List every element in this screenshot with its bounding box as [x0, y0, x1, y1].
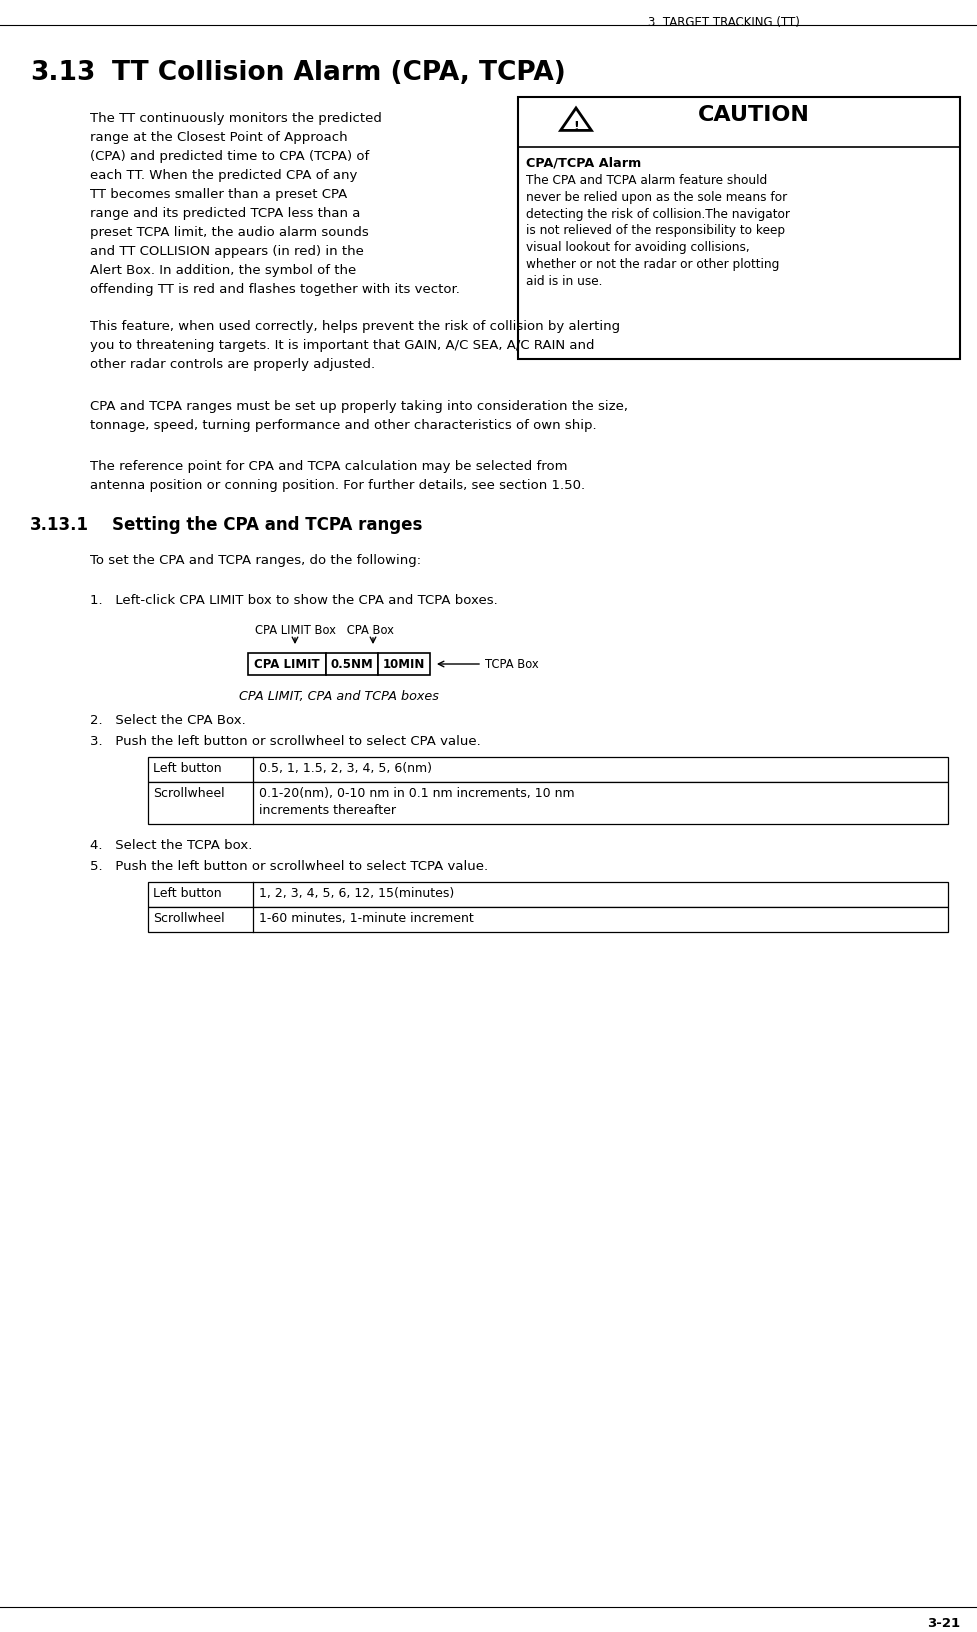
Text: detecting the risk of collision.The navigator: detecting the risk of collision.The navi… — [526, 207, 789, 220]
Text: 0.5, 1, 1.5, 2, 3, 4, 5, 6(nm): 0.5, 1, 1.5, 2, 3, 4, 5, 6(nm) — [259, 762, 432, 775]
Text: Left button: Left button — [152, 762, 222, 775]
Text: Scrollwheel: Scrollwheel — [152, 911, 225, 924]
Text: CPA and TCPA ranges must be set up properly taking into consideration the size,: CPA and TCPA ranges must be set up prope… — [90, 400, 627, 413]
Text: 3. TARGET TRACKING (TT): 3. TARGET TRACKING (TT) — [648, 16, 799, 29]
Text: 1-60 minutes, 1-minute increment: 1-60 minutes, 1-minute increment — [259, 911, 473, 924]
Text: visual lookout for avoiding collisions,: visual lookout for avoiding collisions, — [526, 242, 748, 255]
Text: and TT COLLISION appears (in red) in the: and TT COLLISION appears (in red) in the — [90, 245, 363, 258]
Text: 3.13.1: 3.13.1 — [30, 516, 89, 534]
Text: 3.13: 3.13 — [30, 60, 96, 86]
Text: To set the CPA and TCPA ranges, do the following:: To set the CPA and TCPA ranges, do the f… — [90, 553, 421, 566]
Text: each TT. When the predicted CPA of any: each TT. When the predicted CPA of any — [90, 168, 357, 181]
Text: 2.   Select the CPA Box.: 2. Select the CPA Box. — [90, 713, 245, 726]
Text: 3.   Push the left button or scrollwheel to select CPA value.: 3. Push the left button or scrollwheel t… — [90, 734, 481, 747]
Text: Alert Box. In addition, the symbol of the: Alert Box. In addition, the symbol of th… — [90, 264, 356, 277]
Text: 3-21: 3-21 — [926, 1616, 959, 1629]
FancyBboxPatch shape — [148, 782, 947, 824]
Text: 0.1-20(nm), 0-10 nm in 0.1 nm increments, 10 nm: 0.1-20(nm), 0-10 nm in 0.1 nm increments… — [259, 787, 574, 800]
Text: increments thereafter: increments thereafter — [259, 803, 396, 816]
FancyBboxPatch shape — [378, 653, 430, 676]
Text: TCPA Box: TCPA Box — [485, 658, 538, 671]
FancyBboxPatch shape — [148, 907, 947, 932]
Text: TT becomes smaller than a preset CPA: TT becomes smaller than a preset CPA — [90, 188, 347, 201]
Text: other radar controls are properly adjusted.: other radar controls are properly adjust… — [90, 357, 375, 370]
Text: aid is in use.: aid is in use. — [526, 274, 602, 287]
Text: TT Collision Alarm (CPA, TCPA): TT Collision Alarm (CPA, TCPA) — [112, 60, 565, 86]
FancyBboxPatch shape — [148, 757, 947, 782]
FancyBboxPatch shape — [325, 653, 378, 676]
Text: you to threatening targets. It is important that GAIN, A/C SEA, A/C RAIN and: you to threatening targets. It is import… — [90, 339, 594, 353]
Text: 1, 2, 3, 4, 5, 6, 12, 15(minutes): 1, 2, 3, 4, 5, 6, 12, 15(minutes) — [259, 886, 453, 899]
Text: The CPA and TCPA alarm feature should: The CPA and TCPA alarm feature should — [526, 175, 767, 188]
Text: 4.   Select the TCPA box.: 4. Select the TCPA box. — [90, 839, 252, 852]
Text: 0.5NM: 0.5NM — [330, 658, 373, 671]
Text: preset TCPA limit, the audio alarm sounds: preset TCPA limit, the audio alarm sound… — [90, 225, 368, 238]
Text: range and its predicted TCPA less than a: range and its predicted TCPA less than a — [90, 207, 360, 220]
Text: 10MIN: 10MIN — [382, 658, 425, 671]
Text: whether or not the radar or other plotting: whether or not the radar or other plotti… — [526, 258, 779, 271]
Text: 1.   Left-click CPA LIMIT box to show the CPA and TCPA boxes.: 1. Left-click CPA LIMIT box to show the … — [90, 594, 497, 607]
FancyBboxPatch shape — [518, 98, 959, 359]
Text: 5.   Push the left button or scrollwheel to select TCPA value.: 5. Push the left button or scrollwheel t… — [90, 860, 488, 873]
Text: CPA LIMIT: CPA LIMIT — [254, 658, 319, 671]
Text: CPA/TCPA Alarm: CPA/TCPA Alarm — [526, 157, 641, 168]
Text: antenna position or conning position. For further details, see section 1.50.: antenna position or conning position. Fo… — [90, 478, 584, 491]
Text: This feature, when used correctly, helps prevent the risk of collision by alerti: This feature, when used correctly, helps… — [90, 320, 619, 333]
Text: CAUTION: CAUTION — [698, 104, 809, 126]
Text: tonnage, speed, turning performance and other characteristics of own ship.: tonnage, speed, turning performance and … — [90, 419, 596, 432]
Text: !: ! — [573, 119, 578, 132]
Text: The reference point for CPA and TCPA calculation may be selected from: The reference point for CPA and TCPA cal… — [90, 460, 567, 473]
Text: (CPA) and predicted time to CPA (TCPA) of: (CPA) and predicted time to CPA (TCPA) o… — [90, 150, 369, 163]
Text: Setting the CPA and TCPA ranges: Setting the CPA and TCPA ranges — [112, 516, 422, 534]
Text: CPA LIMIT, CPA and TCPA boxes: CPA LIMIT, CPA and TCPA boxes — [238, 690, 439, 702]
Text: Left button: Left button — [152, 886, 222, 899]
Text: is not relieved of the responsibility to keep: is not relieved of the responsibility to… — [526, 224, 785, 237]
Text: never be relied upon as the sole means for: never be relied upon as the sole means f… — [526, 191, 786, 204]
Text: Scrollwheel: Scrollwheel — [152, 787, 225, 800]
Text: offending TT is red and flashes together with its vector.: offending TT is red and flashes together… — [90, 282, 459, 295]
FancyBboxPatch shape — [248, 653, 325, 676]
FancyBboxPatch shape — [148, 883, 947, 907]
Text: The TT continuously monitors the predicted: The TT continuously monitors the predict… — [90, 113, 381, 126]
Text: range at the Closest Point of Approach: range at the Closest Point of Approach — [90, 131, 347, 144]
Text: CPA LIMIT Box   CPA Box: CPA LIMIT Box CPA Box — [255, 623, 394, 636]
